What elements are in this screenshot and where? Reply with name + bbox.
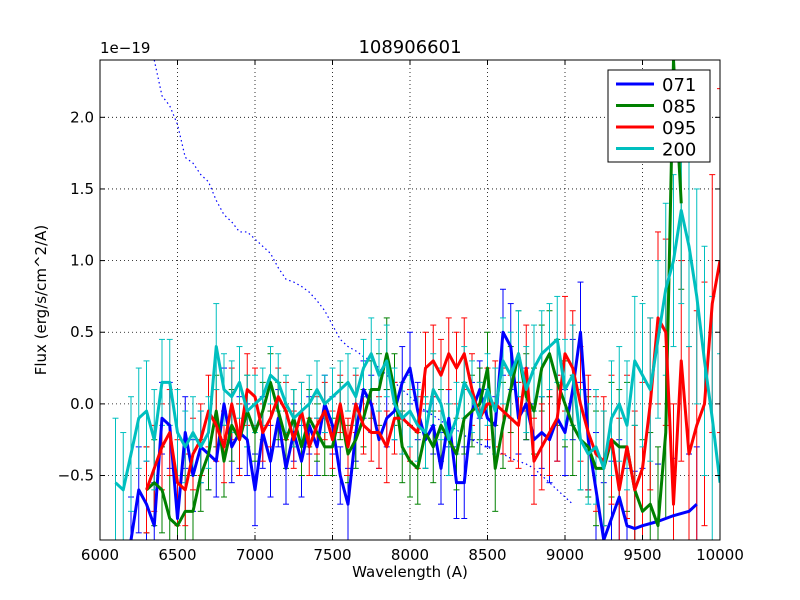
legend-label-085: 085 (662, 97, 696, 118)
data-series (112, 60, 720, 540)
legend-label-095: 095 (662, 118, 696, 139)
y-tick-label: 2.0 (70, 108, 94, 126)
series-line-200 (114, 208, 720, 492)
series-line-095 (145, 260, 720, 506)
x-tick-label: 10000 (696, 546, 744, 564)
y-tick-label: 0.0 (70, 395, 94, 413)
x-tick-label: 7500 (313, 546, 351, 564)
y-tick-label: 1.0 (70, 252, 94, 270)
y-axis-label: Flux (erg/s/cm^2/A) (32, 225, 50, 376)
legend-label-071: 071 (662, 75, 696, 96)
axis-ticks: 6000 6500 7000 7500 8000 8500 9000 9500 10000 −0.… (58, 60, 744, 564)
series-line-085 (145, 60, 683, 528)
x-tick-label: 6500 (158, 546, 196, 564)
x-tick-label: 9500 (623, 546, 661, 564)
x-tick-label: 8500 (468, 546, 506, 564)
legend-label-200: 200 (662, 140, 696, 161)
series-line-071 (129, 330, 698, 540)
x-tick-label: 6000 (81, 546, 119, 564)
x-tick-label: 9000 (546, 546, 584, 564)
y-tick-label: 1.5 (70, 180, 94, 198)
x-tick-label: 7000 (236, 546, 274, 564)
y-tick-label: 0.5 (70, 323, 94, 341)
x-tick-label: 8000 (391, 546, 429, 564)
y-tick-label: −0.5 (58, 467, 94, 485)
y-offset-label: 1e−19 (100, 39, 150, 57)
chart-title: 108906601 (358, 37, 461, 58)
x-axis-label: Wavelength (A) (352, 563, 468, 581)
